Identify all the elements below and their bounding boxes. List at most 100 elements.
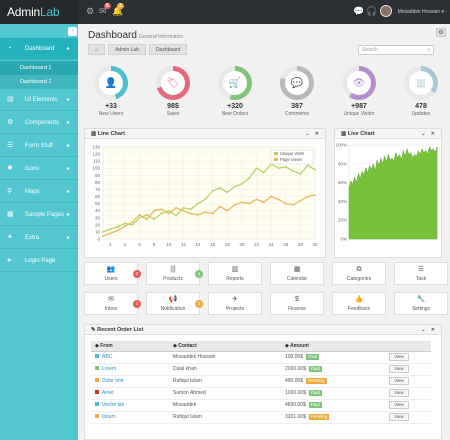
data-point[interactable] [306,195,309,198]
tile-calendar[interactable]: ▦ Calendar [270,262,324,285]
data-point[interactable] [262,201,265,204]
stat-comments[interactable]: 💬 387 Comments [277,66,317,117]
col-contact[interactable]: ◆ Contact [169,341,281,352]
panel-controls[interactable]: ⌄ ✕ [421,327,437,333]
data-point[interactable] [277,167,280,170]
breadcrumb-home-icon[interactable]: ⌂ [88,44,106,55]
view-button[interactable]: View [389,401,409,409]
tile-products[interactable]: ||| Products 4 [146,262,203,285]
data-point[interactable] [124,222,126,225]
stat-new-orders[interactable]: 🛒 +320 New Orders [215,66,255,117]
data-point[interactable] [219,205,221,208]
data-point[interactable] [109,232,112,235]
data-point[interactable] [262,171,265,174]
order-from-link[interactable]: Ipsum [102,414,116,420]
sidebar-toggle-button[interactable]: ‹ [68,27,77,36]
data-point[interactable] [131,223,134,226]
data-point[interactable] [255,198,258,201]
view-button[interactable]: View [389,377,409,385]
data-point[interactable] [314,168,316,171]
stat-updates[interactable]: ▥ 478 Updates [401,66,441,117]
col-amount[interactable]: ◆ Amount [281,341,385,352]
view-button[interactable]: View [389,413,409,421]
order-from-link[interactable]: Dolor imit [102,378,124,384]
brand-logo[interactable]: AdminLab [0,0,78,24]
tile-projects[interactable]: ✈ Projects [208,292,262,315]
sidebar-item-icons[interactable]: ✹ Icons ▸ [0,158,78,180]
data-point[interactable] [240,182,243,185]
data-point[interactable] [284,202,287,205]
tile-categories[interactable]: ⧉ Categories [332,262,386,285]
settings-gear-button[interactable]: ⚙ [436,28,446,37]
data-point[interactable] [175,206,178,209]
tile-feedback[interactable]: 👍 Feedback [332,292,386,315]
chat-icon[interactable]: 💬 [353,6,365,16]
data-point[interactable] [233,204,236,206]
gear-icon[interactable]: ⚙ [86,6,95,16]
data-point[interactable] [270,195,273,198]
order-from-link[interactable]: Vector lab [102,402,125,408]
data-point[interactable] [175,214,178,217]
mail-icon[interactable]: ✉ [99,6,107,16]
user-menu[interactable]: Mosaddek Hossain ▾ [398,5,444,19]
view-button[interactable]: View [389,353,409,361]
tile-users[interactable]: 👥 Users 2 [84,262,141,285]
data-point[interactable] [204,211,207,214]
data-point[interactable] [182,209,185,212]
data-point[interactable] [204,198,207,201]
bell-icon[interactable]: 🔔 [112,6,124,16]
stat-unique-visitor[interactable]: 👁 +987 Unique Visitor [339,66,379,117]
data-point[interactable] [211,212,214,215]
data-point[interactable] [189,208,192,211]
data-point[interactable] [226,209,229,212]
data-point[interactable] [211,189,214,192]
sidebar-subitem-dashboard-1[interactable]: Dashboard 1 [0,61,78,75]
panel-controls[interactable]: ⌄ ✕ [421,131,437,137]
data-point[interactable] [109,228,112,230]
order-from-link[interactable]: Lorem [102,366,117,372]
tile-notification[interactable]: 📢 Notification 3 [146,292,203,315]
data-point[interactable] [116,229,119,232]
data-point[interactable] [226,191,229,194]
data-point[interactable] [248,177,251,180]
breadcrumb-item-adminlab[interactable]: Admin Lab [108,44,146,55]
data-point[interactable] [153,218,156,221]
breadcrumb-item-dashboard[interactable]: Dashboard [148,44,188,55]
data-point[interactable] [131,221,134,223]
data-point[interactable] [292,170,294,172]
order-from-link[interactable]: ABC [102,354,113,360]
data-point[interactable] [189,212,192,215]
tile-inbox[interactable]: ✉ Inbox 1 [84,292,141,315]
data-point[interactable] [292,204,294,206]
data-point[interactable] [314,194,316,197]
tile-reports[interactable]: ▥ Reports [208,262,262,285]
data-point[interactable] [284,165,287,168]
data-point[interactable] [167,212,170,215]
data-point[interactable] [124,225,126,228]
tile-task[interactable]: ☰ Task [394,262,448,285]
data-point[interactable] [299,172,302,175]
headset-icon[interactable]: 🎧 [366,6,378,16]
avatar[interactable] [380,5,392,17]
col-from[interactable]: ◆ From [91,341,169,352]
data-point[interactable] [306,164,309,167]
data-point[interactable] [145,218,148,221]
data-point[interactable] [197,202,199,205]
data-point[interactable] [240,201,243,204]
data-point[interactable] [160,212,163,215]
data-point[interactable] [145,214,148,216]
view-button[interactable]: View [389,365,409,373]
data-point[interactable] [116,226,119,228]
sidebar-subitem-dashboard-2[interactable]: Dashboard 2 [0,75,78,89]
stat-new-users[interactable]: 👤 +33 New Users [91,66,131,117]
data-point[interactable] [277,198,280,201]
data-point[interactable] [248,202,251,205]
sidebar-item-sample-pages[interactable]: ▦ Sample Pages ▸ [0,204,78,226]
sidebar-item-dashboard[interactable]: ◔ Dashboard ▸ [0,38,78,60]
data-point[interactable] [255,167,258,170]
sidebar-item-maps[interactable]: ⚲ Maps ▸ [0,181,78,203]
data-point[interactable] [197,214,199,216]
data-point[interactable] [167,209,170,212]
data-point[interactable] [299,199,302,202]
sidebar-item-ui-elements[interactable]: ▤ UI Elements ▸ [0,89,78,111]
